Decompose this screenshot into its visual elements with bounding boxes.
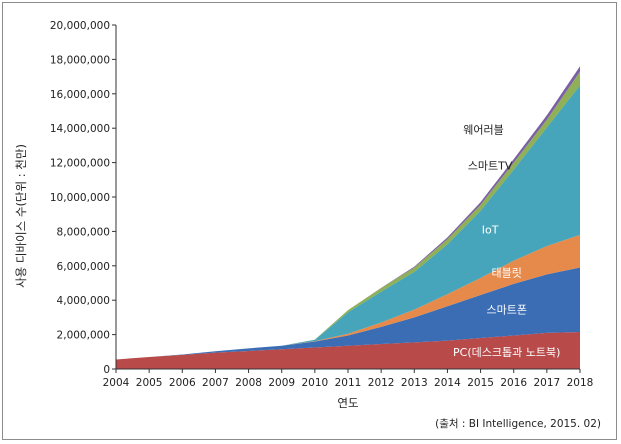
series-label-스마트tv: 스마트TV [468,160,513,173]
y-tick-label: 8,000,000 [57,226,110,238]
y-tick-label: 0 [103,364,110,376]
x-tick-label: 2005 [136,377,163,389]
stacked-area-chart: PC(데스크톱과 노트북) 스마트폰 태블릿 IoT 스마트TV 웨어러블 0 2,000,… [14,20,601,430]
x-tick-label: 2014 [434,377,461,389]
area-태블릿 [116,234,580,360]
series-label-pc-데스크톱과-노트북: PC(데스크톱과 노트북) [453,346,560,359]
series-label-layer: PC(데스크톱과 노트북) 스마트폰 태블릿 IoT 스마트TV 웨어러블 [453,123,560,359]
x-tick-label: 2012 [368,377,395,389]
y-tick-label: 10,000,000 [50,192,110,204]
x-tick-label: 2008 [235,377,262,389]
y-tick-label: 4,000,000 [57,295,110,307]
x-tick-label: 2016 [500,377,527,389]
y-tick-label: 20,000,000 [50,20,110,32]
x-tick-label: 2011 [335,377,362,389]
series-label-스마트폰: 스마트폰 [486,304,526,317]
series-label-웨어러블: 웨어러블 [463,123,503,136]
area-iot [116,85,580,360]
y-tick-label: 16,000,000 [50,89,110,101]
source-note: (출처 : BI Intelligence, 2015. 02) [435,418,601,430]
x-tick-label: 2006 [169,377,196,389]
y-axis-title: 사용 디바이스 수(단위 : 천만) [14,144,28,288]
y-tick-label: 14,000,000 [50,123,110,135]
x-axis-title: 연도 [337,396,358,410]
series-label-iot: IoT [482,224,499,237]
area-pc-데스크톱과-노트북 [116,332,580,369]
x-tick-label: 2018 [567,377,594,389]
x-tick-label: 2009 [268,377,295,389]
x-tick-label: 2007 [202,377,229,389]
y-tick-layer: 0 2,000,000 4,000,000 6,000,000 8,000,000 10,… [50,20,116,376]
x-tick-label: 2010 [301,377,328,389]
y-tick-label: 2,000,000 [57,330,110,342]
x-tick-label: 2004 [103,377,130,389]
area-layer [116,66,580,369]
series-label-태블릿: 태블릿 [492,266,522,279]
x-tick-label: 2013 [401,377,428,389]
y-tick-label: 12,000,000 [50,158,110,170]
x-tick-label: 2015 [467,377,494,389]
y-tick-label: 18,000,000 [50,54,110,66]
chart-frame: PC(데스크톱과 노트북) 스마트폰 태블릿 IoT 스마트TV 웨어러블 0 2,000,… [2,2,617,440]
area-스마트폰 [116,267,580,360]
x-tick-label: 2017 [533,377,560,389]
y-tick-label: 6,000,000 [57,261,110,273]
x-tick-layer: 2004 2005 2006 2007 2008 2009 2010 2011 2012 2013… [103,369,594,389]
